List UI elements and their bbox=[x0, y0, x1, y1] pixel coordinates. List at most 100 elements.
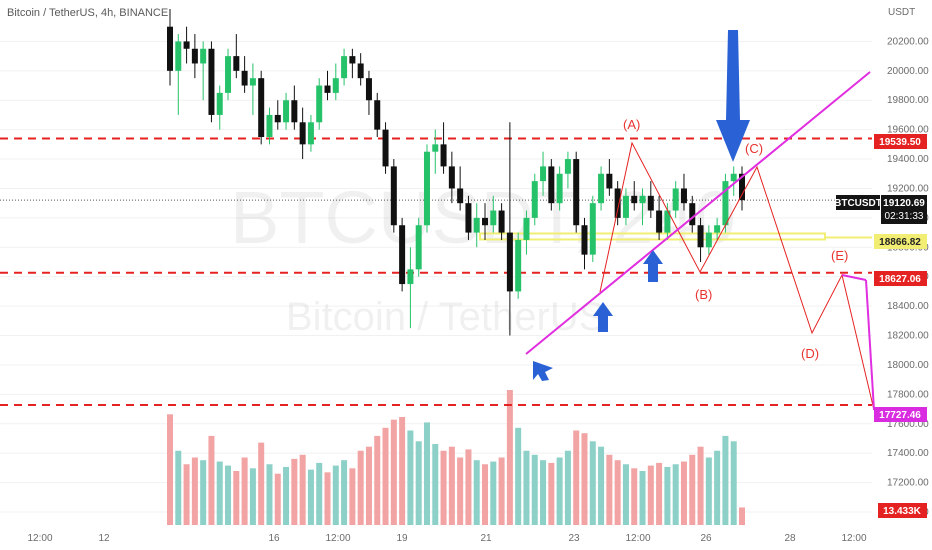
candle-body bbox=[291, 100, 298, 123]
volume-bar bbox=[432, 444, 439, 525]
candles bbox=[167, 9, 745, 336]
candle-body bbox=[465, 203, 472, 233]
time-axis[interactable]: 12:00 12 16 12:00 19 21 23 12:00 26 28 12:00 bbox=[27, 533, 866, 544]
volume-bar bbox=[399, 417, 406, 525]
volume-bar bbox=[341, 460, 348, 525]
price-tick-label: 18000.00 bbox=[887, 360, 929, 371]
candle-body bbox=[440, 144, 447, 167]
diagonal-arrow-icon bbox=[533, 361, 553, 381]
candle-body bbox=[415, 225, 422, 270]
candle-body bbox=[233, 56, 240, 71]
volume-bars bbox=[167, 390, 745, 525]
candle-body bbox=[689, 203, 696, 226]
volume-bar bbox=[739, 507, 745, 525]
volume-bar bbox=[457, 457, 464, 525]
candle-body bbox=[473, 217, 480, 233]
volume-bar bbox=[531, 454, 538, 525]
candle-body bbox=[581, 225, 588, 255]
magenta-projection-line bbox=[865, 279, 875, 411]
candle-body bbox=[423, 151, 430, 226]
candle-body bbox=[540, 166, 547, 182]
volume-bar bbox=[631, 468, 638, 525]
candle-body bbox=[714, 225, 721, 233]
volume-bar bbox=[216, 461, 223, 525]
volume-bar bbox=[407, 430, 414, 525]
volume-bar bbox=[374, 435, 381, 525]
candle-body bbox=[647, 195, 654, 211]
volume-tag bbox=[878, 503, 927, 518]
price-tick-label: 20000.00 bbox=[887, 66, 929, 77]
candle-body bbox=[374, 100, 381, 130]
time-tick-label: 28 bbox=[784, 533, 796, 544]
price-tick-label: 20200.00 bbox=[887, 36, 929, 47]
candle-body bbox=[556, 173, 563, 204]
candle-body bbox=[548, 166, 555, 204]
candle-body bbox=[506, 232, 513, 292]
candle-body bbox=[482, 217, 489, 226]
price-tick-label: 17200.00 bbox=[887, 478, 929, 489]
watermark-name: Bitcoin / TetherUS bbox=[286, 295, 605, 339]
volume-bar bbox=[606, 454, 613, 525]
level-3-text: 18627.06 bbox=[879, 274, 921, 285]
countdown-text: 02:31:33 bbox=[885, 211, 924, 222]
volume-bar bbox=[423, 422, 430, 525]
candle-body bbox=[183, 41, 190, 49]
volume-bar bbox=[540, 460, 547, 525]
time-tick-label: 12:00 bbox=[625, 533, 650, 544]
volume-bar bbox=[664, 466, 671, 525]
candle-body bbox=[564, 159, 571, 174]
last-symbol-tag bbox=[836, 195, 880, 210]
wave-label-d: (D) bbox=[801, 346, 819, 361]
volume-bar bbox=[324, 472, 331, 525]
candle-body bbox=[730, 173, 737, 182]
volume-bar bbox=[307, 469, 314, 525]
magenta-trendline bbox=[525, 71, 871, 355]
volume-bar bbox=[440, 450, 447, 525]
volume-bar bbox=[656, 462, 663, 525]
volume-bar bbox=[523, 450, 530, 525]
volume-bar bbox=[191, 457, 198, 525]
volume-bar bbox=[200, 460, 207, 525]
volume-bar bbox=[589, 441, 596, 525]
volume-bar bbox=[382, 427, 389, 525]
volume-bar bbox=[258, 442, 265, 525]
candle-body bbox=[324, 85, 331, 93]
candle-body bbox=[515, 239, 522, 292]
candle-body bbox=[274, 114, 281, 123]
candle-body bbox=[307, 122, 314, 145]
wave-label-e: (E) bbox=[831, 248, 848, 263]
volume-bar bbox=[697, 446, 704, 525]
volume-bar bbox=[233, 471, 240, 525]
volume-bar bbox=[357, 450, 364, 525]
volume-bar bbox=[515, 427, 522, 525]
candle-body bbox=[573, 159, 580, 226]
volume-bar bbox=[705, 457, 712, 525]
volume-bar bbox=[622, 464, 629, 525]
volume-bar bbox=[390, 419, 397, 525]
wave-label-b: (B) bbox=[695, 287, 712, 302]
volume-text: 13.433K bbox=[883, 506, 922, 517]
price-tick-label: 19800.00 bbox=[887, 95, 929, 106]
candle-body bbox=[299, 122, 306, 145]
volume-bar bbox=[332, 465, 339, 525]
candle-body bbox=[341, 56, 348, 79]
candle-body bbox=[191, 48, 198, 64]
time-tick-label: 12 bbox=[98, 533, 110, 544]
volume-bar bbox=[249, 468, 256, 525]
volume-bar bbox=[365, 446, 372, 525]
candle-body bbox=[167, 26, 173, 71]
candle-body bbox=[349, 56, 356, 64]
time-tick-label: 26 bbox=[700, 533, 712, 544]
volume-bar bbox=[175, 450, 182, 525]
candle-body bbox=[216, 92, 223, 115]
volume-bar bbox=[498, 457, 505, 525]
candle-body bbox=[448, 166, 455, 189]
candle-body bbox=[614, 188, 621, 218]
candle-body bbox=[523, 217, 530, 240]
volume-bar bbox=[465, 449, 472, 525]
volume-bar bbox=[448, 446, 455, 525]
time-tick-label: 21 bbox=[480, 533, 492, 544]
volume-bar bbox=[349, 468, 356, 525]
drawings: (A) (B) (C) (D) (E) bbox=[525, 30, 875, 411]
